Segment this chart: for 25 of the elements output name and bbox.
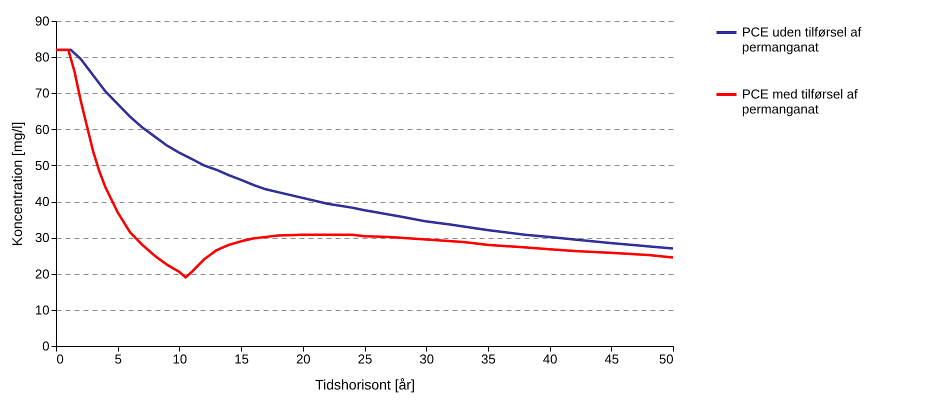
- x-tick-label: 50: [659, 352, 674, 366]
- x-tick-label: 25: [358, 352, 372, 366]
- y-tick-label: 70: [35, 86, 50, 101]
- x-tick-label: 45: [604, 352, 620, 366]
- x-tick-label: 40: [542, 352, 558, 366]
- x-tick-label: 0: [56, 352, 64, 366]
- y-axis-title: Koncentration [mg/l]: [9, 122, 26, 246]
- y-tick-label: 0: [42, 338, 50, 354]
- y-tick-label: 40: [35, 194, 50, 210]
- x-axis-title: Tidshorisont [år]: [315, 376, 415, 392]
- legend-label: PCE med tilførsel af permanganat: [742, 86, 858, 116]
- x-tick-label: 35: [481, 352, 496, 366]
- x-tick-label: 20: [296, 352, 311, 366]
- y-tick-label: 20: [35, 266, 50, 282]
- y-tick-label: 60: [35, 122, 50, 137]
- y-tick-label: 80: [35, 50, 50, 65]
- y-tick-label: 30: [35, 230, 50, 246]
- y-tick-label: 50: [35, 158, 50, 173]
- legend-label: PCE uden tilførsel af permanganat: [742, 24, 862, 54]
- x-tick-label: 10: [172, 352, 188, 366]
- x-tick-label: 30: [419, 352, 434, 366]
- x-tick-label: 15: [234, 352, 249, 366]
- x-tick-label: 5: [114, 352, 122, 366]
- y-tick-label: 90: [35, 14, 50, 28]
- y-tick-label: 10: [35, 302, 50, 318]
